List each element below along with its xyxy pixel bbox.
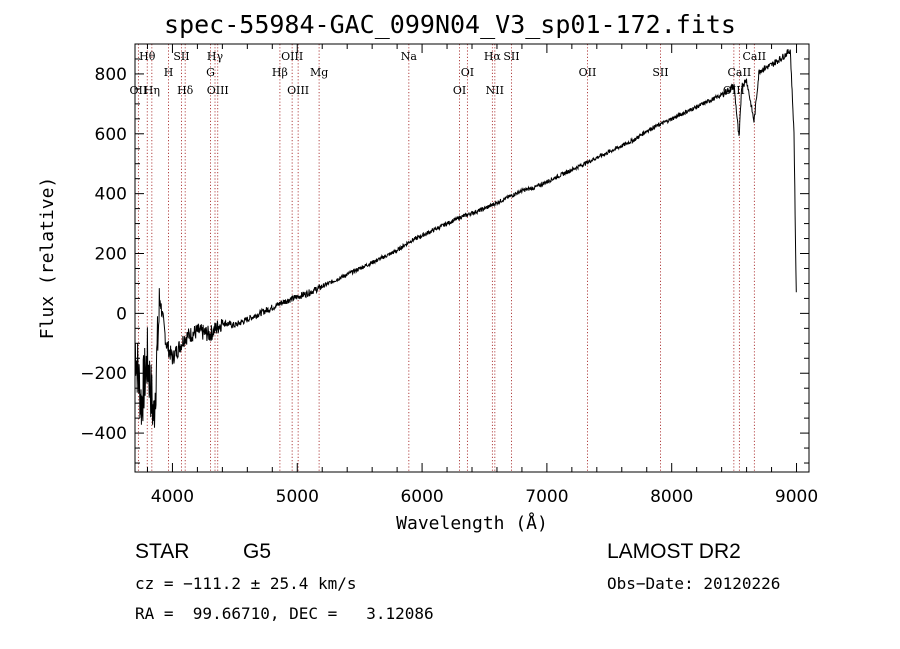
emission-line-label: H: [164, 66, 174, 79]
x-tick-label: 8000: [650, 487, 693, 507]
emission-line-label: SII: [503, 50, 519, 63]
y-tick-label: 600: [95, 125, 127, 145]
emission-line-markers: HθOIIHηHSIIHδHγGOIIIOIIIHβOIIIMgNaOIOIHα…: [130, 44, 766, 472]
y-tick-label: 800: [95, 65, 127, 85]
emission-line-label: CaII: [728, 66, 752, 79]
emission-line-label: Hη: [144, 84, 160, 97]
object-class: STAR: [135, 540, 190, 563]
emission-line-label: Mg: [310, 66, 328, 79]
emission-line-label: Hβ: [272, 66, 288, 79]
plot-frame: [134, 43, 810, 473]
emission-line-label: G: [206, 66, 215, 79]
y-tick-label: 0: [116, 304, 127, 324]
obs-date: Obs−Date: 20120226: [607, 574, 781, 593]
emission-line-label: OII: [130, 84, 148, 97]
emission-line-label: Hα: [484, 50, 502, 63]
axes: 4000 5000 6000 7000 8000 9000 −400 −200 0 200 400 6…: [80, 43, 818, 507]
emission-line-label: OI: [453, 84, 466, 97]
emission-line-label: OI: [461, 66, 474, 79]
emission-line-label: Na: [401, 50, 418, 63]
x-tick-label: 7000: [525, 487, 568, 507]
y-tick-label: −200: [80, 364, 127, 384]
emission-line-label: NII: [486, 84, 504, 97]
y-axis-label: Flux (relative): [37, 177, 58, 340]
object-subclass: G5: [243, 540, 272, 563]
emission-line-label: SII: [652, 66, 668, 79]
emission-line-label: OIII: [281, 50, 303, 63]
emission-line-label: OIII: [287, 84, 309, 97]
y-tick-label: 200: [95, 245, 127, 265]
x-tick-label: 5000: [276, 487, 319, 507]
x-axis-label: Wavelength (Å): [396, 512, 548, 534]
emission-line-label: Hγ: [207, 50, 224, 63]
emission-line-label: OIII: [207, 84, 229, 97]
survey-name: LAMOST DR2: [607, 540, 741, 563]
spectrum-series: [134, 49, 797, 428]
emission-line-label: SII: [173, 50, 189, 63]
y-tick-label: −400: [80, 424, 127, 444]
redshift-readout: cz = −111.2 ± 25.4 km/s: [135, 574, 357, 593]
emission-line-label: Hθ: [139, 50, 156, 63]
y-tick-label: 400: [95, 185, 127, 205]
x-tick-label: 9000: [775, 487, 818, 507]
emission-line-label: Hδ: [177, 84, 194, 97]
emission-line-label: OII: [579, 66, 597, 79]
x-tick-label: 6000: [400, 487, 443, 507]
chart-title: spec-55984-GAC_099N04_V3_sp01-172.fits: [164, 10, 736, 39]
spectrum-line: [134, 49, 797, 428]
emission-line-label: CaII: [742, 50, 766, 63]
x-tick-label: 4000: [151, 487, 194, 507]
emission-line-label: OIII: [723, 84, 745, 97]
coordinates: RA = 99.66710, DEC = 3.12086: [135, 604, 434, 623]
